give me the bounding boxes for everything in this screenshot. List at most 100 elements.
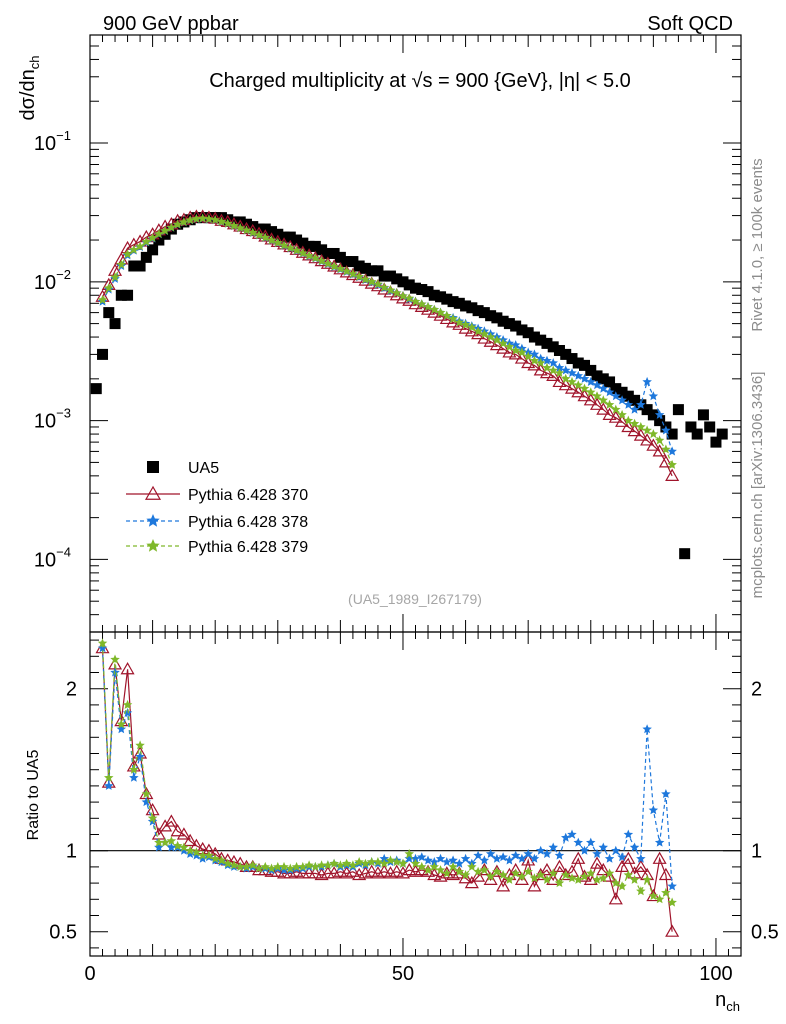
ratio-data-point: [504, 855, 515, 865]
data-point: [116, 259, 127, 269]
main-y-axis-label: dσ/dnch: [17, 55, 42, 120]
data-point: [329, 261, 339, 271]
data-point: [648, 429, 659, 439]
ratio-data-point: [229, 860, 239, 870]
ratio-data-point: [598, 873, 608, 883]
legend-entry: Pythia 6.428 378: [188, 514, 308, 531]
ratio-data-point: [333, 864, 348, 877]
ratio-data-point: [129, 764, 139, 774]
ratio-data-point: [135, 751, 145, 761]
data-point: [553, 345, 565, 357]
ratio-series-1: [97, 643, 677, 891]
main-panel: Charged multiplicity at √s = 900 {GeV}, …: [17, 34, 742, 633]
ratio-data-point: [176, 827, 191, 840]
ratio-data-point: [479, 865, 490, 875]
ratio-data-point: [273, 861, 283, 871]
data-point: [109, 318, 121, 330]
ratio-data-point: [285, 863, 296, 873]
data-point: [539, 365, 554, 379]
data-point: [496, 341, 511, 354]
data-point: [229, 220, 239, 230]
data-point: [542, 362, 552, 372]
series-line: [101, 217, 673, 466]
ratio-data-point: [573, 837, 583, 847]
ratio-data-point: [279, 865, 289, 875]
data-point: [691, 428, 703, 440]
ratio-data-point: [592, 874, 602, 884]
data-point: [285, 243, 296, 253]
data-point: [502, 345, 517, 358]
series-line: [101, 216, 673, 477]
ratio-data-point: [316, 860, 327, 870]
data-point: [247, 221, 259, 233]
data-point: [97, 348, 109, 360]
ratio-data-point: [141, 789, 152, 798]
data-point: [334, 251, 346, 263]
data-point: [416, 284, 428, 296]
ratio-data-point: [615, 859, 630, 873]
data-point: [128, 260, 140, 272]
data-point: [636, 399, 646, 409]
data-point: [608, 410, 623, 423]
data-point: [122, 249, 133, 259]
data-point: [360, 274, 371, 284]
data-point: [579, 359, 591, 371]
ratio-data-point: [420, 864, 436, 877]
ratio-data-point: [542, 874, 552, 884]
ratio-data-point: [539, 862, 554, 876]
data-point: [604, 376, 616, 388]
data-point: [589, 397, 605, 410]
data-point: [272, 228, 284, 240]
ratio-data-point: [373, 857, 383, 867]
data-point: [504, 341, 515, 351]
ratio-data-point: [183, 833, 198, 847]
data-point: [447, 296, 459, 308]
ratio-data-point: [298, 861, 308, 871]
ratio-data-point: [661, 887, 671, 897]
ratio-data-point: [460, 870, 471, 879]
data-point: [410, 296, 421, 306]
data-point: [617, 409, 627, 419]
series-3: [97, 213, 677, 469]
ratio-data-point: [110, 667, 120, 677]
legend-marker: [146, 514, 160, 527]
data-point: [716, 428, 728, 440]
ratio-data-point: [589, 856, 605, 869]
data-point: [627, 423, 642, 437]
ratio-data-point: [621, 851, 636, 864]
ratio-data-point: [266, 863, 277, 873]
ratio-data-point: [611, 878, 621, 888]
data-point: [422, 286, 434, 298]
data-point: [679, 548, 691, 560]
data-point: [454, 317, 465, 327]
data-point: [510, 340, 521, 350]
ratio-data-point: [504, 874, 515, 884]
data-point: [328, 247, 340, 259]
data-point: [665, 468, 680, 481]
data-point: [571, 385, 586, 398]
data-point: [253, 223, 265, 235]
data-point: [460, 300, 472, 312]
ratio-data-point: [385, 855, 396, 865]
ratio-data-point: [116, 724, 127, 734]
data-point: [611, 404, 621, 414]
ratio-data-point: [598, 842, 608, 852]
ratio-data-point: [611, 845, 621, 855]
data-point: [266, 226, 278, 238]
ratio-data-point: [398, 858, 408, 868]
ratio-data-point: [423, 855, 433, 865]
ratio-data-point: [395, 866, 411, 879]
ratio-data-point: [485, 848, 496, 858]
data-point: [453, 297, 465, 309]
ratio-data-point: [452, 866, 467, 879]
ratio-y-tick-label-right: 0.5: [751, 922, 779, 944]
data-point: [598, 395, 608, 405]
data-point: [666, 428, 678, 440]
ratio-data-point: [483, 872, 498, 885]
data-point: [514, 351, 529, 364]
ratio-data-point: [104, 772, 114, 782]
legend-entry: Pythia 6.428 370: [188, 487, 308, 504]
ratio-data-point: [554, 850, 565, 860]
data-point: [297, 237, 309, 249]
ratio-data-point: [377, 864, 392, 877]
